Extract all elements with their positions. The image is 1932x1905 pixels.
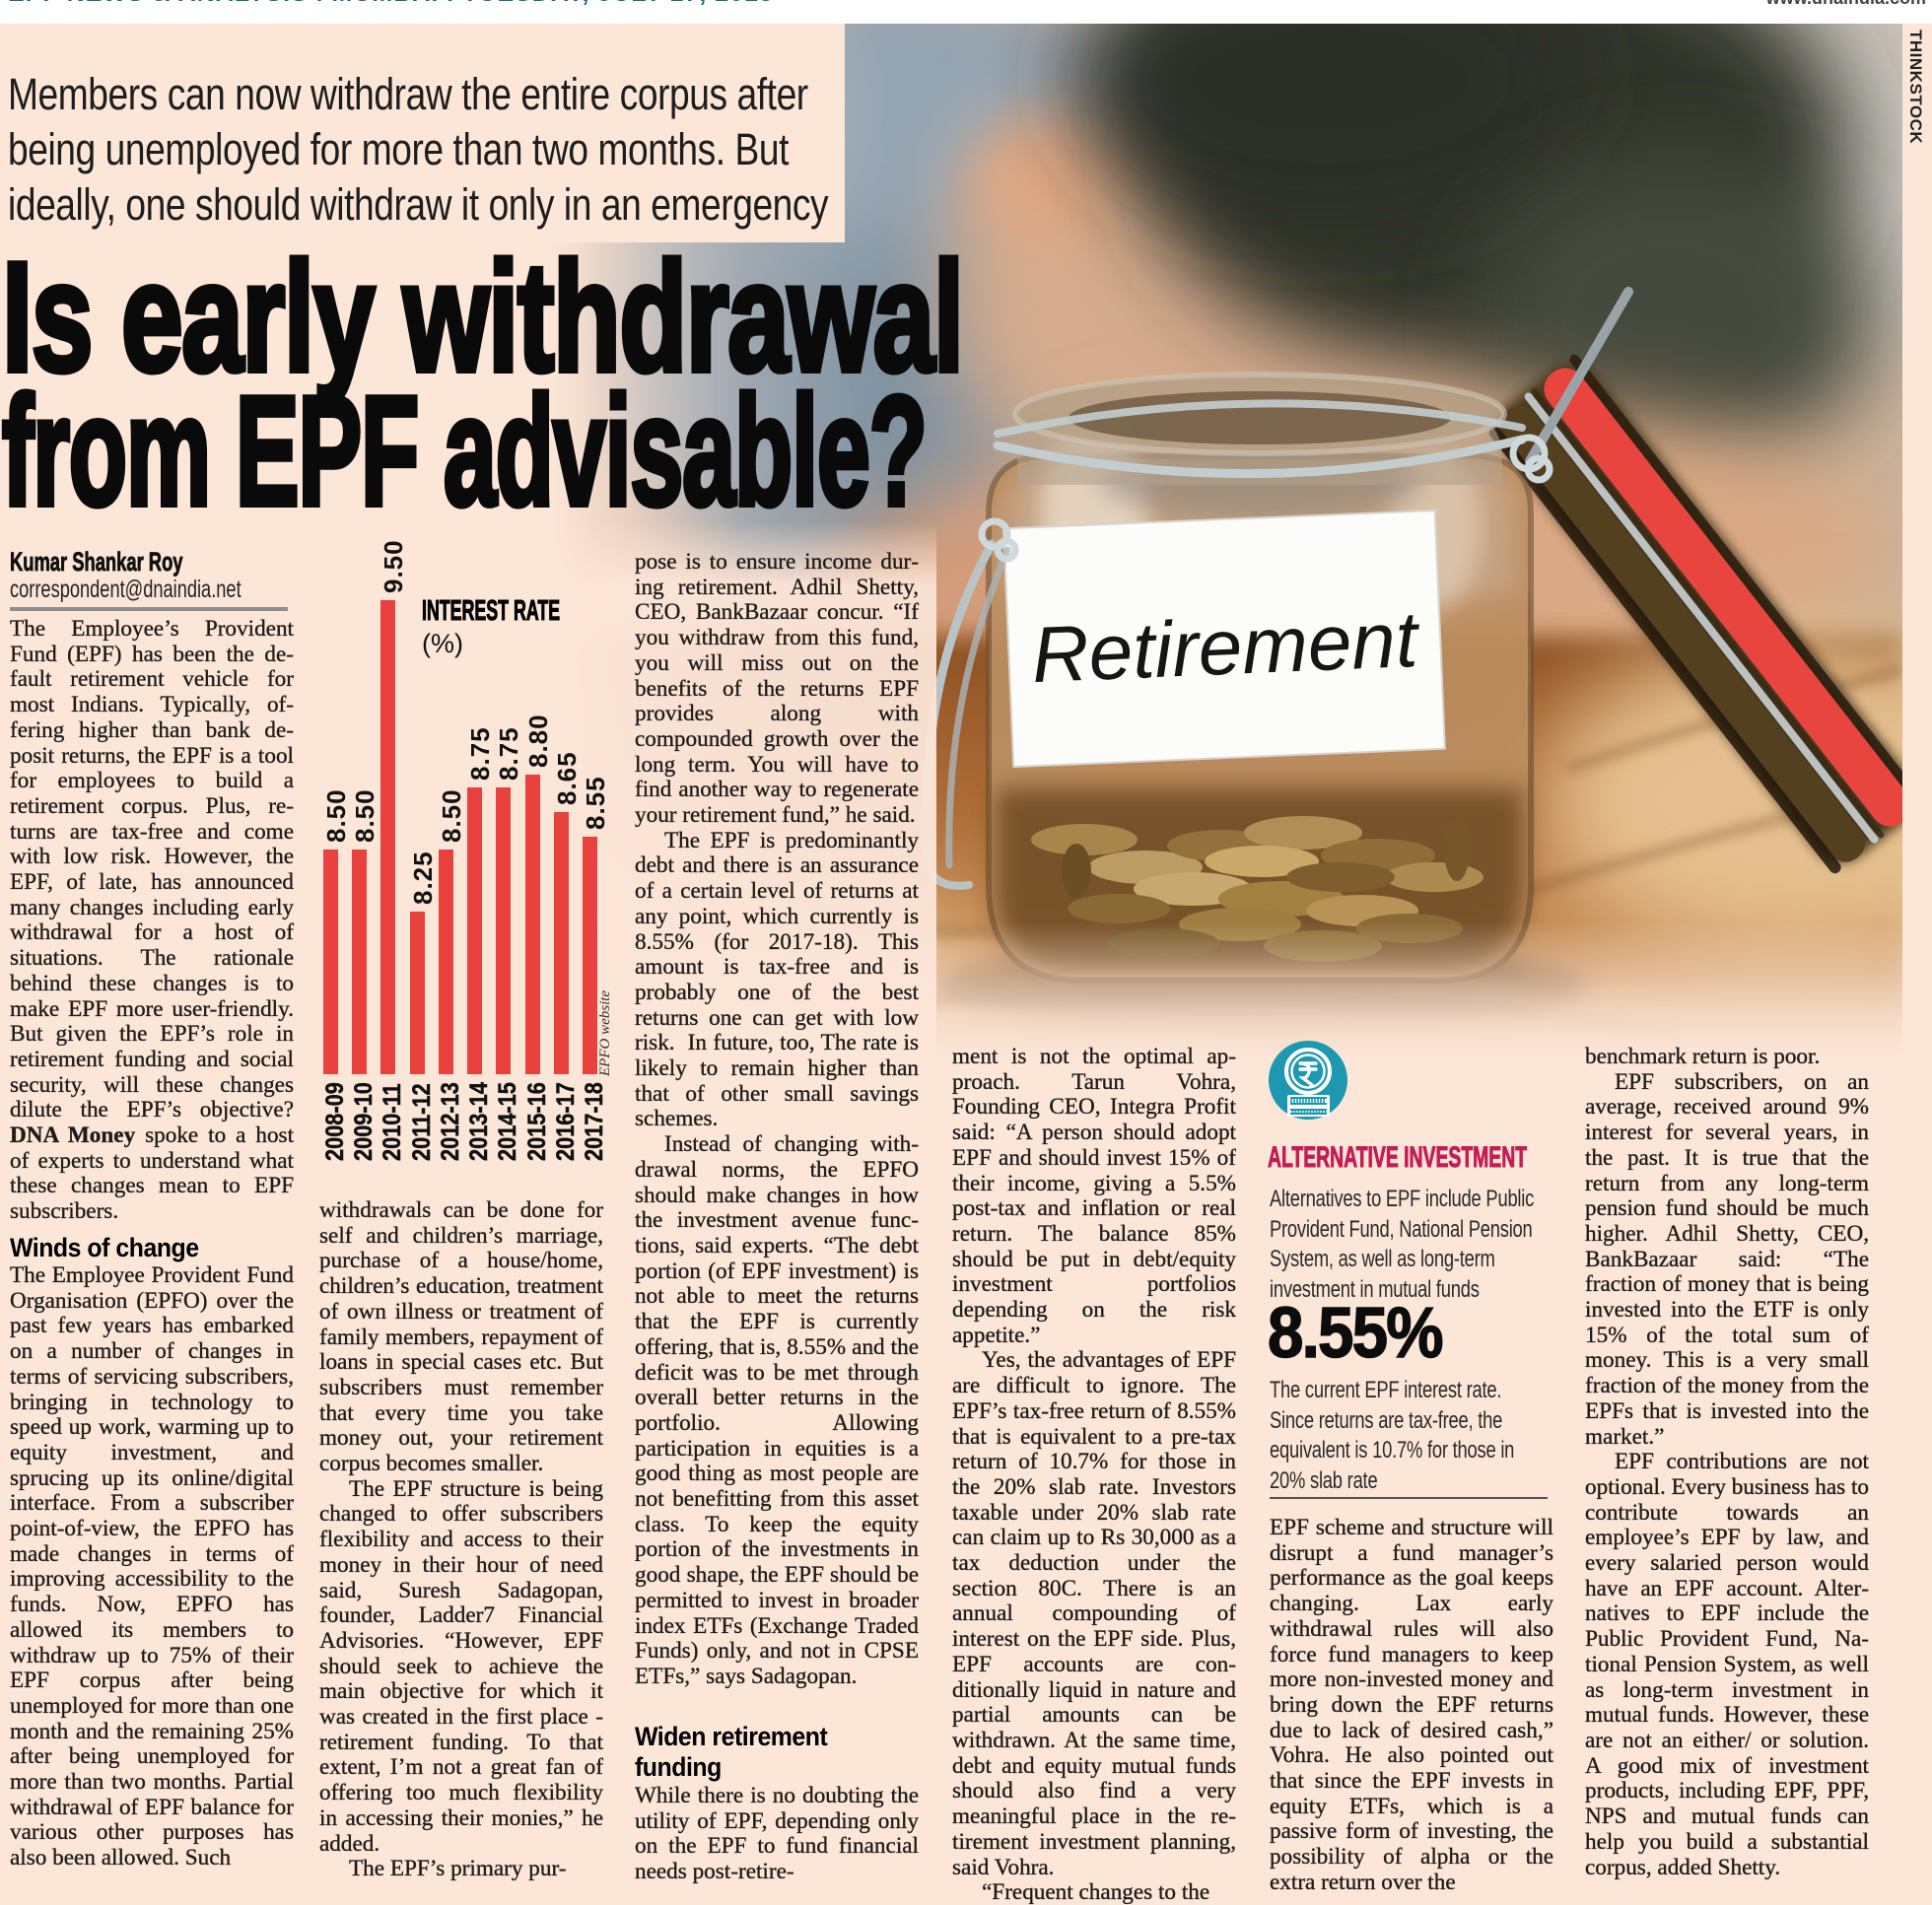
svg-text:Retirement: Retirement xyxy=(1030,595,1421,699)
